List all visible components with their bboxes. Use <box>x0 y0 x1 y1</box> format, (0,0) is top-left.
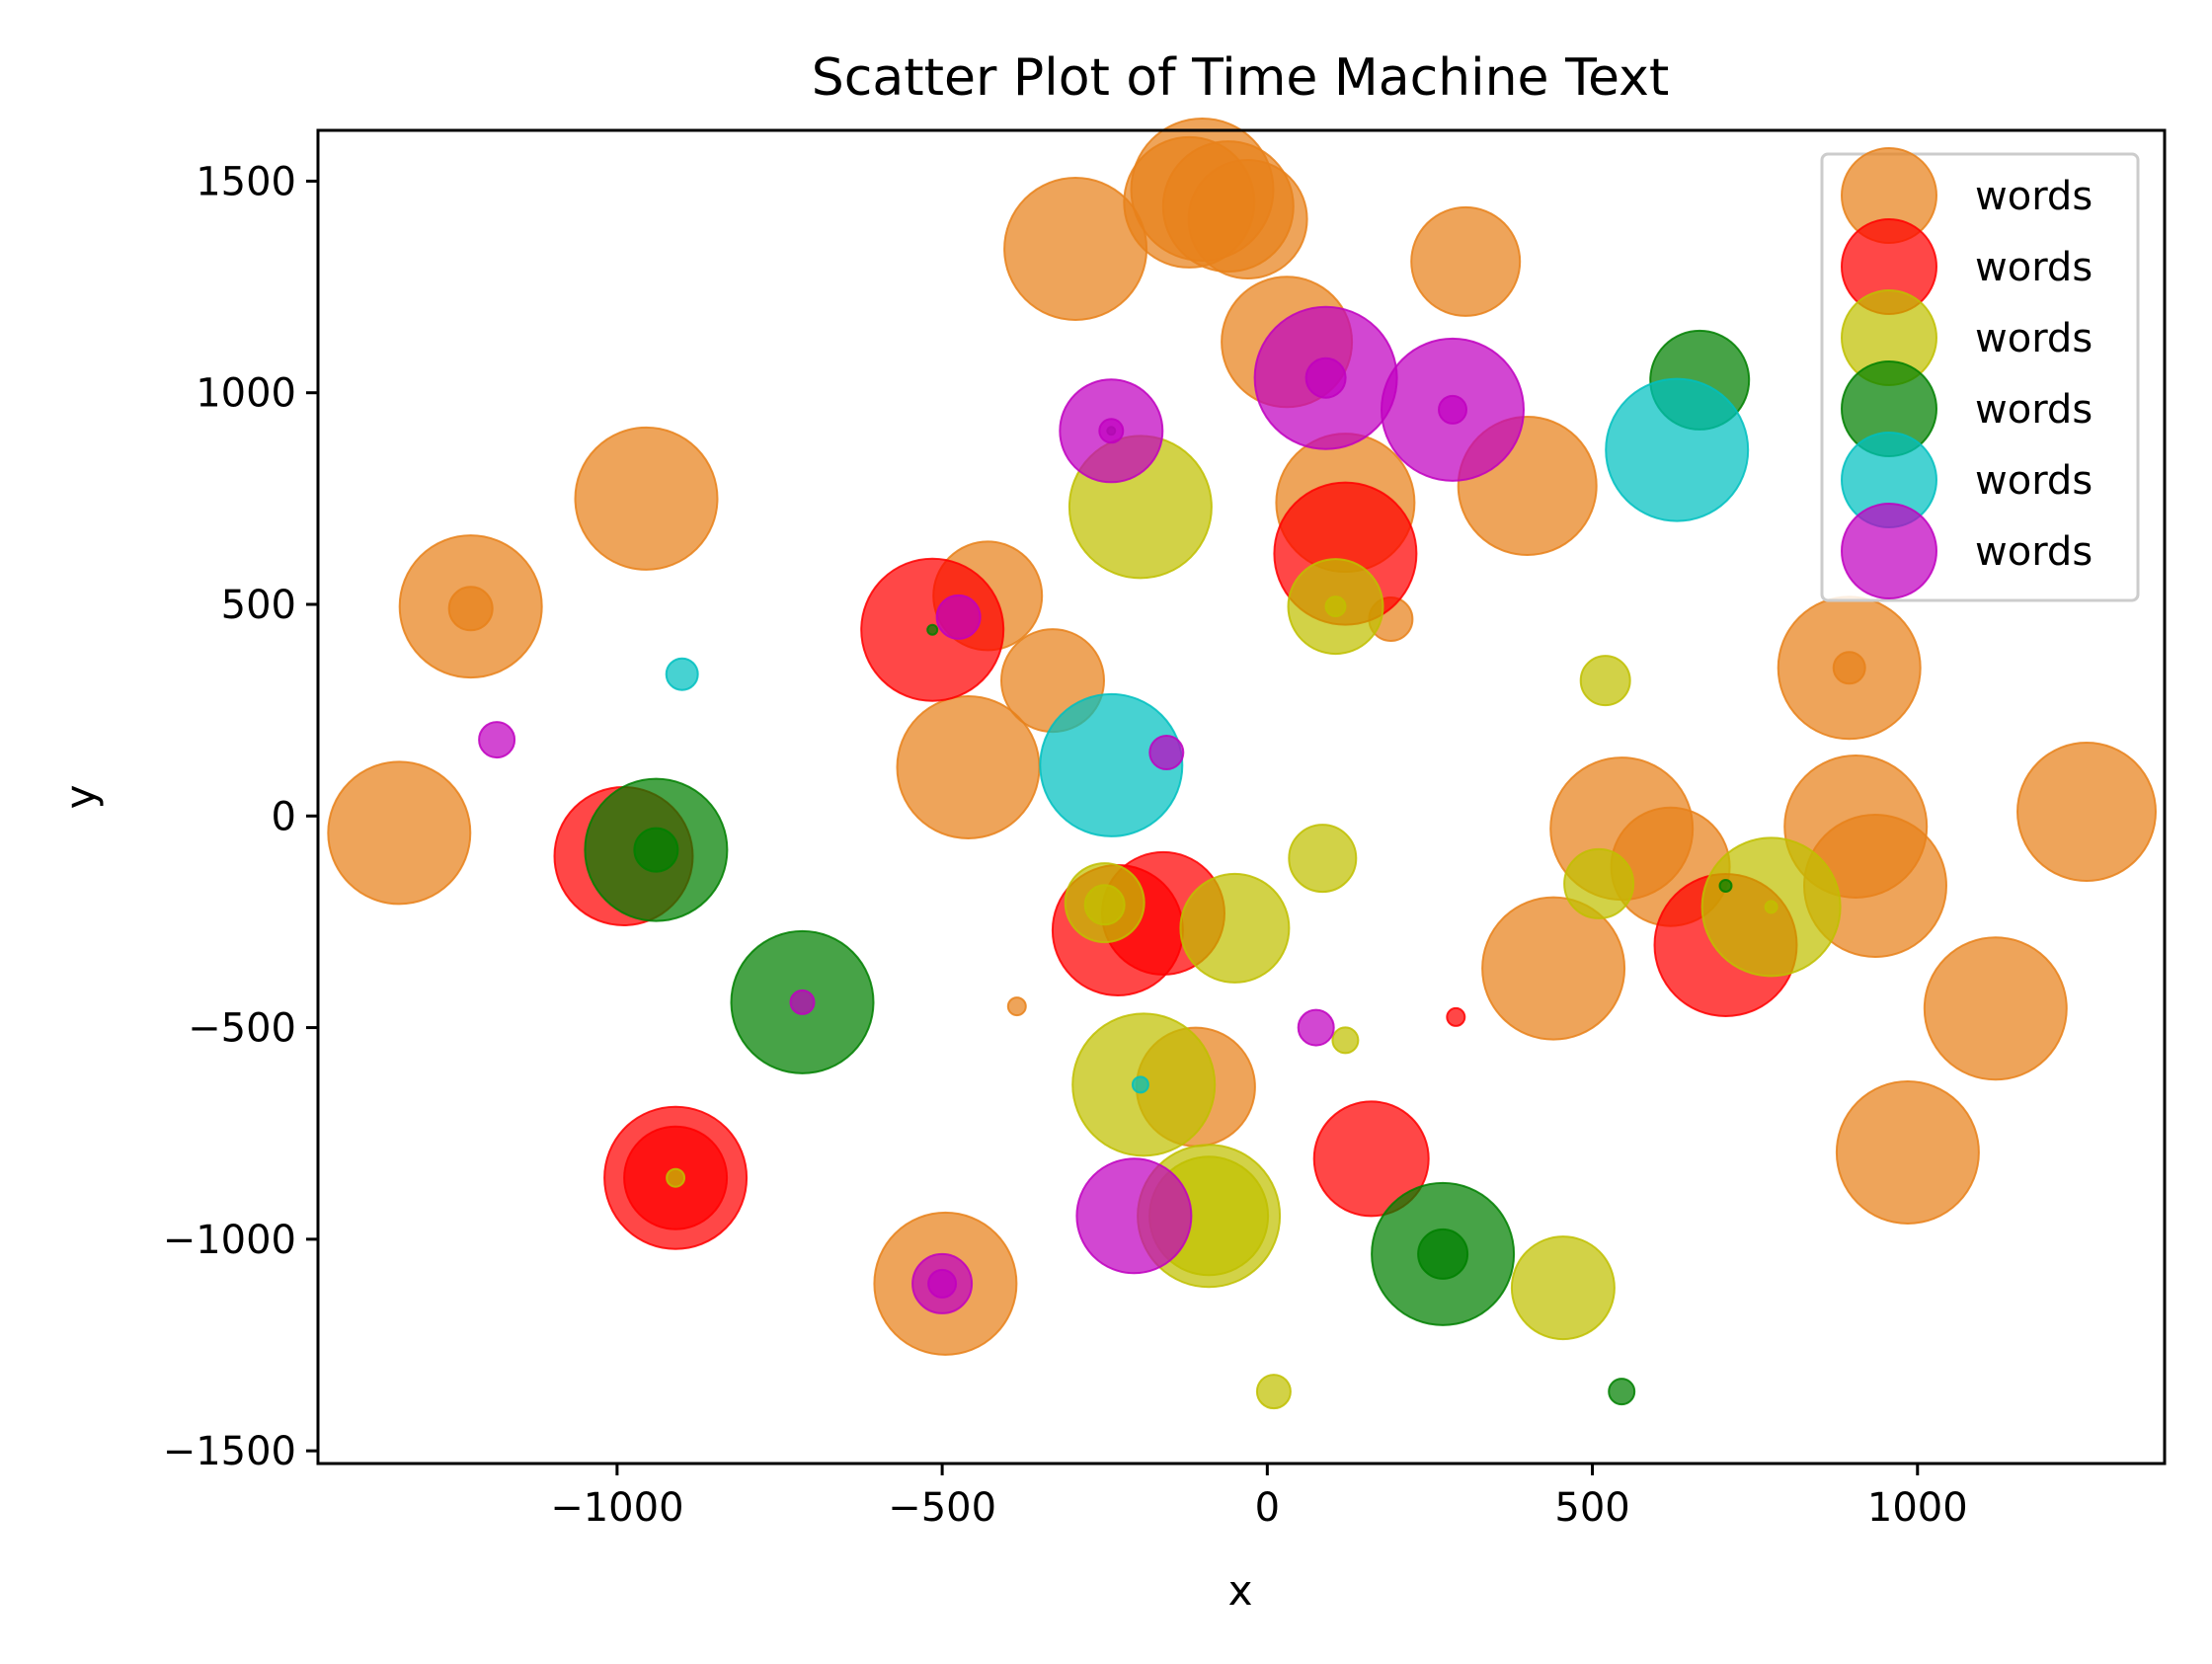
point-series-3-2 <box>633 827 679 873</box>
point-series-5-11 <box>1075 1157 1193 1275</box>
points-layer <box>327 118 2157 1410</box>
point-series-3-6 <box>1608 1378 1636 1406</box>
point-series-0-18 <box>327 760 472 906</box>
legend-label-1: words <box>1975 245 2093 290</box>
point-series-5-10 <box>789 989 816 1015</box>
point-series-1-6 <box>1446 1006 1466 1027</box>
legend-label-3: words <box>1975 387 2093 433</box>
point-series-2-7 <box>1764 900 1778 914</box>
x-tick-label: 0 <box>1255 1485 1280 1531</box>
plot-area-frame <box>316 128 2167 1466</box>
point-series-0-12 <box>447 586 494 632</box>
x-tick-label: 500 <box>1554 1485 1629 1531</box>
point-series-0-23 <box>2016 742 2157 882</box>
point-series-5-13 <box>927 1268 958 1299</box>
point-series-1-7 <box>1312 1100 1430 1218</box>
point-series-2-15 <box>1510 1235 1616 1341</box>
point-series-0-5 <box>1410 205 1522 317</box>
x-tick-label: 1000 <box>1867 1485 1968 1531</box>
point-series-4-2 <box>665 657 699 691</box>
point-series-2-16 <box>1255 1374 1292 1410</box>
legend-label-4: words <box>1975 458 2093 504</box>
point-series-0-17 <box>896 695 1041 839</box>
point-series-2-5 <box>1563 847 1635 919</box>
point-series-3-5 <box>1417 1228 1469 1280</box>
point-series-3-8 <box>926 623 939 636</box>
y-tick-label: −1500 <box>163 1429 296 1474</box>
point-series-5-5 <box>1098 418 1125 444</box>
legend-label-0: words <box>1975 174 2093 219</box>
point-series-2-4 <box>1288 824 1358 894</box>
legend-label-5: words <box>1975 529 2093 575</box>
point-series-0-25 <box>1923 936 2068 1081</box>
point-series-5-9 <box>1297 1008 1335 1047</box>
x-axis: −1000 −500 0 500 1000 <box>550 1464 1968 1531</box>
y-tick-label: 1500 <box>196 159 296 204</box>
chart-title: Scatter Plot of Time Machine Text <box>812 48 1670 108</box>
point-series-4-3 <box>1131 1075 1149 1094</box>
y-tick-label: −500 <box>188 1006 296 1052</box>
legend-marker-5 <box>1841 503 1937 599</box>
x-tick-label: −500 <box>888 1485 996 1531</box>
x-axis-label: x <box>1228 1566 1253 1615</box>
point-series-5-6 <box>935 594 982 640</box>
point-series-0-7 <box>574 426 719 571</box>
y-tick-label: −1000 <box>163 1218 296 1263</box>
legend-label-2: words <box>1975 316 2093 361</box>
point-series-5-1 <box>1304 357 1347 399</box>
point-series-4-0 <box>1605 377 1750 522</box>
point-series-0-24 <box>1481 896 1626 1041</box>
point-series-5-3 <box>1438 394 1467 425</box>
x-tick-label: −1000 <box>550 1485 683 1531</box>
point-series-2-10 <box>1179 872 1291 984</box>
y-tick-label: 0 <box>272 794 296 839</box>
point-series-0-26 <box>1006 996 1027 1017</box>
point-series-2-17 <box>666 1167 686 1188</box>
point-series-0-4 <box>1123 135 1256 269</box>
y-axis-label: y <box>56 785 105 810</box>
point-series-2-11 <box>1331 1026 1360 1055</box>
point-series-4-1 <box>1039 692 1184 837</box>
point-series-5-7 <box>478 721 516 759</box>
point-series-3-7 <box>1718 879 1733 893</box>
y-axis: −1500 −1000 −500 0 500 1000 1500 <box>163 159 318 1474</box>
point-series-0-28 <box>1835 1080 1980 1225</box>
legend: words words words words words words <box>1820 147 2140 602</box>
point-series-2-2 <box>1324 595 1347 618</box>
point-series-2-9 <box>1083 884 1126 926</box>
y-tick-label: 500 <box>221 583 296 628</box>
point-series-2-3 <box>1579 655 1631 707</box>
point-series-5-8 <box>1148 735 1185 770</box>
y-tick-label: 1000 <box>196 371 296 417</box>
point-series-0-16 <box>1832 651 1866 685</box>
